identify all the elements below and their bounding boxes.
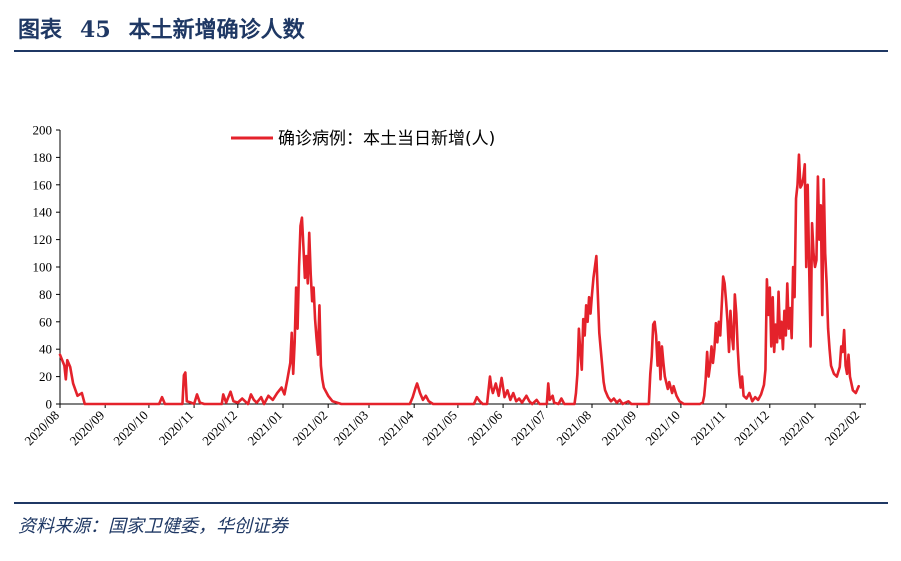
y-axis: 0 20 40 60 80 100 120 140 160 180 200: [33, 123, 61, 412]
y-tick-label: 140: [33, 205, 53, 220]
footer-rule: [14, 502, 888, 504]
figure-label: 图表: [18, 17, 63, 43]
x-tick-label: 2021/12: [731, 408, 772, 449]
y-tick-label: 20: [39, 369, 52, 384]
x-tick-label: 2021/09: [599, 408, 640, 449]
x-tick-label: 2021/11: [688, 408, 728, 448]
figure-header: 图表 45 本土新增确诊人数: [0, 0, 901, 52]
y-tick-label: 120: [33, 232, 53, 247]
x-tick-label: 2020/11: [156, 408, 196, 448]
x-tick-label: 2021/07: [508, 407, 549, 448]
x-tick-label: 2020/10: [110, 408, 151, 449]
x-tick-label: 2020/08: [21, 408, 62, 449]
x-tick-label: 2021/05: [419, 408, 460, 449]
y-tick-label: 160: [33, 177, 53, 192]
x-axis: 2020/08 2020/09 2020/10 2020/11 2020/12 2021/…: [21, 403, 866, 449]
header-rule: [14, 50, 888, 52]
y-tick-label: 80: [39, 287, 52, 302]
x-tick-label: 2021/04: [376, 407, 417, 448]
x-tick-label: 2020/09: [67, 408, 108, 449]
x-tick-label: 2020/12: [199, 408, 240, 449]
x-tick-label: 2022/01: [776, 408, 817, 449]
figure-title: 图表 45 本土新增确诊人数: [18, 12, 305, 44]
x-tick-label: 2022/02: [822, 408, 863, 449]
x-tick-label: 2021/10: [642, 408, 683, 449]
legend-label: 确诊病例：本土当日新增(人): [278, 129, 495, 149]
source-note: 资料来源：国家卫健委，华创证券: [18, 516, 288, 537]
series-layer: [58, 153, 861, 406]
y-tick-label: 180: [33, 150, 53, 165]
y-tick-label: 60: [39, 314, 52, 329]
y-tick-label: 40: [39, 342, 52, 357]
y-tick-label: 200: [33, 123, 53, 138]
figure-number: 45: [80, 17, 111, 43]
legend: 确诊病例：本土当日新增(人): [231, 129, 495, 149]
y-tick-label: 0: [46, 397, 53, 412]
x-tick-label: 2021/06: [464, 407, 505, 448]
chart-title: 本土新增确诊人数: [128, 17, 305, 43]
x-tick-label: 2021/08: [553, 408, 594, 449]
x-tick-label: 2021/01: [244, 408, 285, 449]
series-line-0: [58, 153, 861, 406]
x-tick-label: 2021/02: [290, 408, 331, 449]
x-tick-label: 2021/03: [330, 408, 371, 449]
y-tick-label: 100: [33, 260, 53, 275]
